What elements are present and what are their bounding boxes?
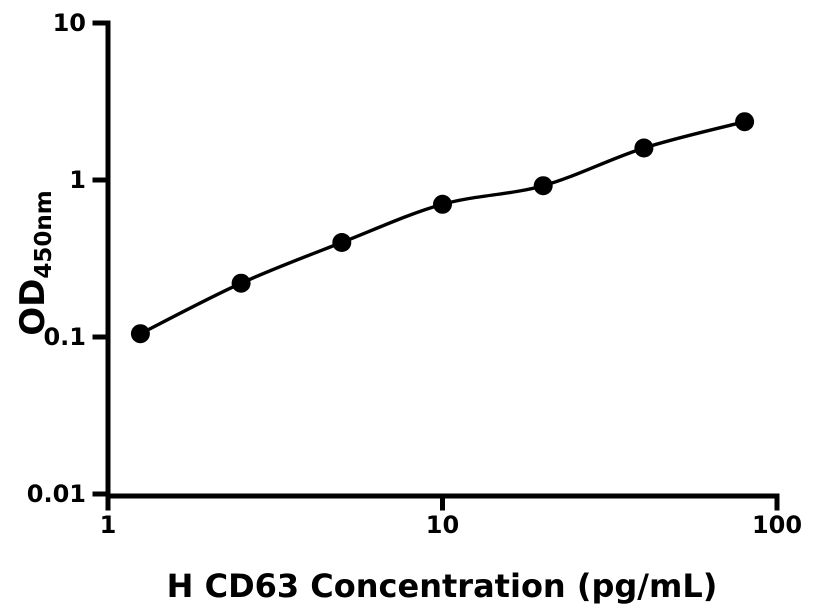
x-axis-ticks — [105, 496, 780, 511]
data-point — [533, 176, 553, 196]
y-axis-ticks — [92, 20, 108, 497]
data-point — [332, 233, 352, 252]
y-tick-label: 10 — [53, 9, 86, 37]
y-axis-title-main: OD — [13, 279, 53, 336]
y-axis-tick-labels: 0.01 0.1 1 10 — [27, 9, 86, 508]
data-points — [130, 112, 755, 344]
y-axis-title-subscript: 450nm — [31, 190, 57, 278]
x-tick-label: 100 — [752, 511, 802, 539]
fit-curve-line — [139, 120, 746, 336]
data-point — [433, 194, 452, 214]
y-tick-label: 0.1 — [43, 323, 86, 351]
x-axis-title: H CD63 Concentration (pg/mL) — [167, 567, 718, 605]
x-tick-label: 1 — [100, 511, 117, 539]
y-tick-label: 1 — [69, 166, 86, 194]
data-point — [735, 112, 755, 132]
data-point — [130, 324, 150, 344]
data-point — [634, 138, 654, 158]
y-axis-title: OD450nm — [13, 190, 57, 336]
x-tick-label: 10 — [426, 511, 459, 539]
y-tick-label: 0.01 — [27, 480, 86, 508]
axes — [105, 20, 780, 499]
x-axis-tick-labels: 1 10 100 — [100, 511, 802, 539]
data-point — [231, 273, 251, 293]
